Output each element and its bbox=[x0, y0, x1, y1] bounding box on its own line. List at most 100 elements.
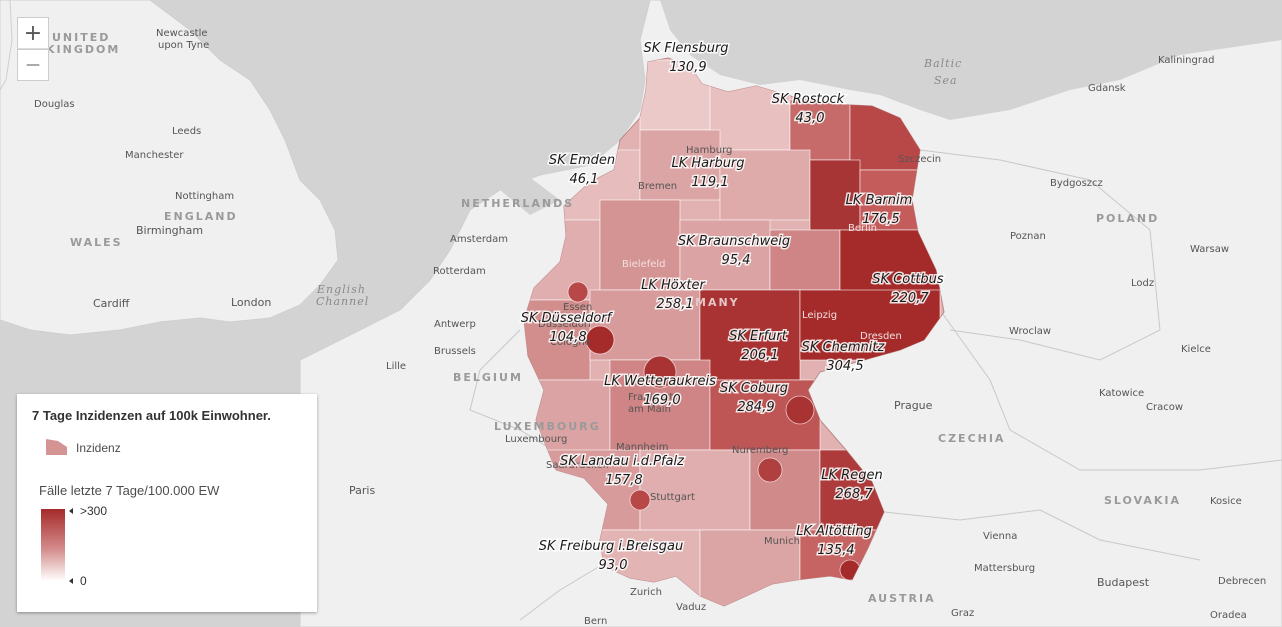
place-label: Sea bbox=[934, 74, 958, 87]
district-value: 104,8 bbox=[549, 330, 586, 345]
water-baltic bbox=[660, 0, 1282, 120]
place-label: Brussels bbox=[434, 346, 476, 357]
place-label: Wroclaw bbox=[1009, 326, 1051, 337]
country-borders bbox=[469, 149, 1282, 621]
district-label-hoexter: LK Höxter 258,1 bbox=[640, 277, 708, 314]
zoom-in-button[interactable]: + bbox=[17, 17, 49, 49]
place-label: Vaduz bbox=[676, 602, 706, 613]
district-label-harburg: LK Harburg 119,1 bbox=[670, 155, 746, 192]
district-region[interactable] bbox=[599, 199, 681, 291]
place-label: London bbox=[231, 296, 271, 309]
place-label: Hamburg bbox=[686, 145, 732, 156]
water-north-sea-inlet bbox=[500, 170, 560, 215]
district-name: LK Höxter bbox=[641, 278, 706, 293]
place-label: Bern bbox=[584, 616, 607, 627]
district-region[interactable] bbox=[585, 325, 615, 355]
place-label: Bydgoszcz bbox=[1050, 178, 1103, 189]
district-name: LK Altötting bbox=[796, 524, 872, 539]
district-value: 304,5 bbox=[826, 359, 863, 374]
place-label: English bbox=[316, 283, 366, 296]
district-name: LK Harburg bbox=[671, 156, 744, 171]
district-name: SK Chemnitz bbox=[802, 340, 886, 355]
district-label-chemnitz: SK Chemnitz 304,5 bbox=[800, 339, 887, 376]
place-label: Kaliningrad bbox=[1158, 55, 1214, 66]
district-value: 46,1 bbox=[570, 172, 599, 187]
legend-symbol-label: Inzidenz bbox=[76, 441, 121, 455]
place-label: Kosice bbox=[1210, 496, 1242, 507]
place-label: Cracow bbox=[1146, 402, 1183, 413]
place-label: WALES bbox=[70, 236, 123, 249]
place-label: Baltic bbox=[923, 57, 962, 70]
district-region[interactable] bbox=[567, 281, 589, 303]
district-value: 176,5 bbox=[862, 212, 899, 227]
place-label: Channel bbox=[316, 295, 369, 308]
legend-field-label: Fälle letzte 7 Tage/100.000 EW bbox=[39, 483, 220, 498]
place-label: NETHERLANDS bbox=[461, 197, 574, 210]
district-value: 135,4 bbox=[817, 543, 854, 558]
place-label: upon Tyne bbox=[158, 40, 209, 51]
place-label: Mannheim bbox=[616, 442, 668, 453]
place-label: Berlin bbox=[848, 223, 877, 234]
place-label: Douglas bbox=[34, 99, 75, 110]
zoom-out-button[interactable]: — bbox=[17, 49, 49, 81]
district-region[interactable] bbox=[643, 355, 677, 389]
place-label: Düsseldorf bbox=[538, 319, 592, 330]
place-label: Saarbrücken bbox=[546, 460, 609, 471]
district-label-landau: SK Landau i.d.Pfalz 157,8 bbox=[559, 453, 687, 490]
district-value: 157,8 bbox=[605, 473, 642, 488]
legend-max-label: >300 bbox=[80, 504, 108, 518]
district-label-altoetting: LK Altötting 135,4 bbox=[795, 523, 874, 560]
district-region[interactable] bbox=[719, 149, 811, 221]
place-label: Graz bbox=[951, 608, 974, 619]
district-value: 220,7 bbox=[891, 291, 929, 306]
district-value: 43,0 bbox=[796, 111, 825, 126]
district-region[interactable] bbox=[639, 449, 751, 531]
place-label: Newcastle bbox=[156, 28, 208, 39]
place-label: Lille bbox=[386, 361, 406, 372]
district-label-flensburg: SK Flensburg 130,9 bbox=[642, 40, 730, 77]
district-value: 284,9 bbox=[737, 400, 774, 415]
district-label-rostock: SK Rostock 43,0 bbox=[770, 91, 846, 128]
district-label-cottbus: SK Cottbus 220,7 bbox=[871, 271, 946, 308]
district-name: SK Düsseldorf bbox=[521, 311, 614, 326]
legend-max-tick bbox=[69, 508, 73, 514]
district-label-barnim: LK Barnim 176,5 bbox=[844, 192, 914, 229]
district-region[interactable] bbox=[809, 159, 861, 231]
place-label: Paris bbox=[349, 484, 375, 497]
district-value: 258,1 bbox=[656, 297, 693, 312]
place-label: Frankfurt bbox=[628, 392, 673, 403]
district-labels: SK Flensburg 130,9 SK Rostock 43,0 SK Emde… bbox=[519, 40, 946, 575]
district-region[interactable] bbox=[639, 129, 721, 201]
place-label: Luxembourg bbox=[505, 434, 567, 445]
place-labels: Newcastle upon Tyne UNITED KINGDOM Dougl… bbox=[34, 28, 1266, 627]
place-label: SLOVAKIA bbox=[1104, 494, 1181, 507]
land-great-britain bbox=[0, 0, 339, 336]
place-label: KINGDOM bbox=[46, 43, 120, 56]
district-region[interactable] bbox=[699, 289, 801, 381]
place-label: Munich bbox=[764, 536, 800, 547]
place-label: CZECHIA bbox=[938, 432, 1005, 445]
district-name: SK Landau i.d.Pfalz bbox=[560, 454, 685, 469]
district-name: LK Wetteraukreis bbox=[604, 374, 716, 389]
district-region[interactable] bbox=[757, 457, 783, 483]
district-region[interactable] bbox=[629, 489, 651, 511]
district-value: 169,0 bbox=[643, 393, 680, 408]
plus-icon: + bbox=[23, 20, 43, 46]
district-region[interactable] bbox=[785, 395, 815, 425]
place-label: Cologne bbox=[550, 337, 591, 348]
district-label-braunschweig: SK Braunschweig 95,4 bbox=[676, 233, 791, 270]
district-name: LK Barnim bbox=[846, 193, 913, 208]
legend-min-tick bbox=[69, 578, 73, 584]
place-label: Stuttgart bbox=[650, 492, 695, 503]
place-label: Gdansk bbox=[1088, 83, 1126, 94]
district-region[interactable] bbox=[520, 299, 591, 381]
legend-min-label: 0 bbox=[80, 574, 87, 588]
district-name: SK Freiburg i.Breisgau bbox=[539, 539, 683, 554]
place-label: Nottingham bbox=[175, 191, 234, 202]
district-region[interactable] bbox=[749, 449, 821, 531]
place-label: Lodz bbox=[1131, 278, 1154, 289]
place-label: Oradea bbox=[1210, 610, 1247, 621]
place-label: Poznan bbox=[1010, 231, 1046, 242]
district-label-regen: LK Regen 268,7 bbox=[820, 467, 884, 504]
